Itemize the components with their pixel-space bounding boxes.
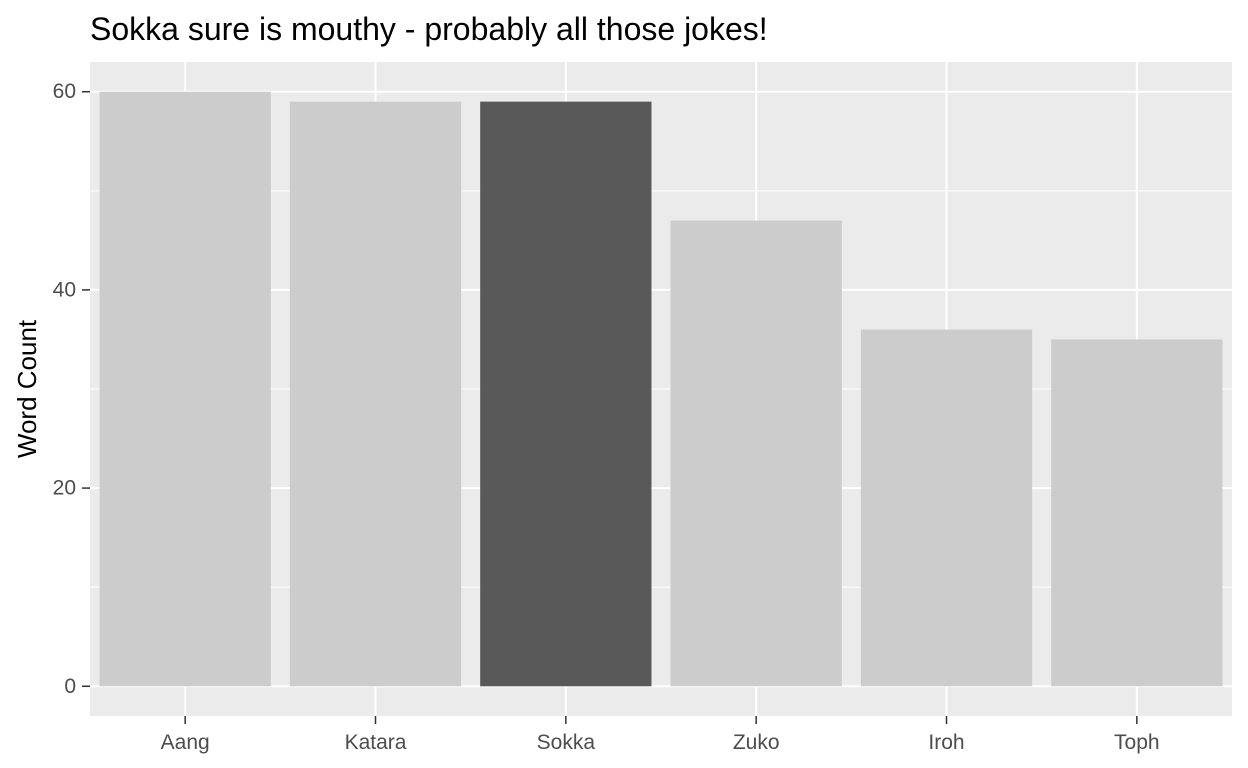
x-tick-label: Katara [345,731,407,754]
y-tick-label: 60 [53,80,76,103]
minor-gridlines-y [90,190,1232,588]
bar-sokka [480,101,652,687]
y-axis-title: Word Count [12,319,42,458]
x-tick-label: Sokka [537,731,596,754]
x-tick-label: Zuko [733,731,780,754]
chart-title: Sokka sure is mouthy - probably all thos… [90,11,768,47]
x-axis: Aang Katara Sokka Zuko Iroh Toph [161,716,1160,754]
y-tick-label: 40 [53,278,76,301]
bar-zuko [670,220,842,687]
bar-katara [289,101,462,687]
bars [99,91,1223,687]
bar-toph [1051,339,1223,687]
x-tick-label: Toph [1114,731,1160,754]
bar-iroh [860,329,1033,687]
y-tick-label: 20 [53,477,76,500]
bar-aang [99,91,271,687]
x-tick-label: Aang [161,731,210,754]
y-tick-label: 0 [64,675,76,698]
major-gridlines-y [90,90,1232,688]
x-tick-label: Iroh [928,731,964,754]
y-axis: 0 20 40 60 [53,80,90,698]
